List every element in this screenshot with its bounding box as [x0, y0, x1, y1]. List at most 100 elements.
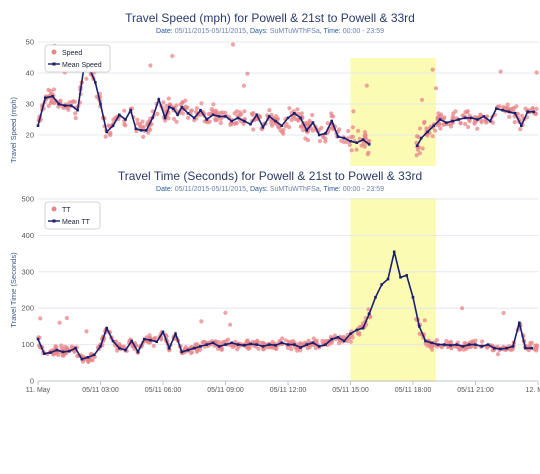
x-tick-label: 11. May [26, 387, 51, 394]
top-mean-marker [261, 126, 265, 129]
bot-y-tick-label: 0 [30, 377, 34, 386]
top-mean-marker [145, 129, 148, 132]
bot-mean-marker [442, 343, 446, 346]
bot-mean-marker [524, 346, 527, 350]
top-data-point [295, 107, 300, 112]
bot-data-point [223, 310, 228, 315]
top-mean-marker [63, 104, 67, 107]
bot-mean-marker [380, 283, 383, 286]
top-y-tick-label: 30 [26, 100, 34, 109]
speed-legend[interactable]: Speed Mean Speed [44, 44, 111, 73]
bot-mean-marker [161, 330, 165, 334]
top-mean-marker [44, 96, 47, 100]
travel-time-legend[interactable]: TT Mean TT [44, 201, 101, 230]
top-y-tick-label: 50 [26, 38, 34, 47]
bot-data-point [495, 352, 501, 357]
bot-y-tick-label: 200 [21, 304, 34, 313]
bot-data-point [190, 350, 195, 355]
speed-legend-marker [51, 49, 57, 55]
top-data-point [365, 152, 370, 157]
top-data-point [505, 102, 510, 107]
top-data-point [299, 111, 304, 116]
bot-mean-marker [80, 357, 84, 361]
top-mean-marker [299, 116, 302, 120]
bot-data-point [283, 338, 288, 343]
bot-mean-marker [330, 337, 333, 341]
top-data-point [484, 120, 489, 125]
bot-mean-marker [124, 348, 127, 352]
top-data-point [174, 103, 179, 108]
bot-data-point [261, 347, 266, 352]
top-data-point [458, 120, 463, 126]
top-y-tick-label: 20 [26, 131, 34, 140]
top-data-point [342, 140, 347, 145]
top-data-point [507, 114, 512, 119]
top-data-point [310, 112, 315, 118]
top-data-point [249, 111, 254, 116]
top-mean-marker [488, 119, 492, 123]
bot-mean-marker [418, 325, 421, 328]
x-axis-ticks: 11. May 05/11 03:00 05/11 06:00 05/11 09:00… [26, 381, 540, 394]
bot-data-point [57, 320, 62, 325]
top-data-point [245, 71, 250, 76]
top-data-point [103, 134, 108, 139]
top-data-point [84, 76, 89, 81]
top-data-point [534, 106, 539, 111]
bot-mean-marker [192, 346, 196, 350]
bot-mean-marker [449, 344, 452, 347]
top-data-point [170, 53, 175, 59]
bot-y-tick-label: 100 [21, 340, 34, 349]
top-mean-marker [249, 122, 252, 126]
bot-mean-marker [299, 346, 302, 349]
top-mean-marker [355, 141, 359, 144]
bot-mean-marker [392, 250, 396, 254]
mean-speed-line [37, 67, 534, 147]
top-data-point [211, 102, 216, 107]
top-mean-marker [293, 112, 296, 115]
bot-mean-marker [55, 348, 59, 352]
bot-data-point [289, 347, 294, 352]
top-mean-marker [274, 119, 277, 123]
mean-tt-legend-marker [52, 219, 56, 223]
top-data-point [215, 111, 220, 116]
top-mean-marker [111, 124, 115, 127]
top-mean-marker [445, 121, 448, 124]
top-data-point [433, 128, 438, 133]
bot-data-point [199, 319, 204, 324]
top-mean-marker [94, 81, 97, 84]
bot-mean-marker [49, 351, 52, 354]
top-data-point [73, 111, 78, 116]
top-data-point [304, 120, 309, 125]
top-data-point [51, 87, 57, 92]
speed-chart: 20 30 40 50 Travel Speed (mph) for Powell &… [9, 11, 539, 166]
top-data-point [167, 102, 172, 107]
top-data-point [325, 121, 330, 126]
bot-mean-marker [324, 343, 327, 346]
top-data-point [194, 106, 199, 111]
top-data-point [515, 111, 521, 116]
top-data-point [137, 122, 142, 127]
bot-mean-marker [167, 346, 171, 350]
top-data-point [301, 128, 306, 133]
top-data-point [189, 108, 194, 113]
top-data-point [287, 106, 292, 111]
top-data-point [106, 123, 111, 128]
top-mean-marker [361, 138, 365, 141]
bot-data-point [235, 347, 240, 352]
top-mean-marker [70, 104, 73, 107]
top-data-point [237, 113, 242, 118]
top-data-point [518, 127, 523, 132]
bot-data-point [458, 346, 463, 352]
bot-mean-marker [186, 348, 190, 352]
travel-time-points [36, 306, 540, 364]
top-data-point [347, 142, 352, 148]
top-data-point [514, 104, 519, 109]
top-data-point [364, 83, 369, 88]
bot-mean-marker [243, 344, 246, 347]
top-mean-marker [205, 118, 208, 121]
bot-data-point [350, 335, 355, 340]
top-data-point [155, 111, 160, 116]
travel-time-y-axis-label: Travel Time (Seconds) [9, 252, 18, 328]
